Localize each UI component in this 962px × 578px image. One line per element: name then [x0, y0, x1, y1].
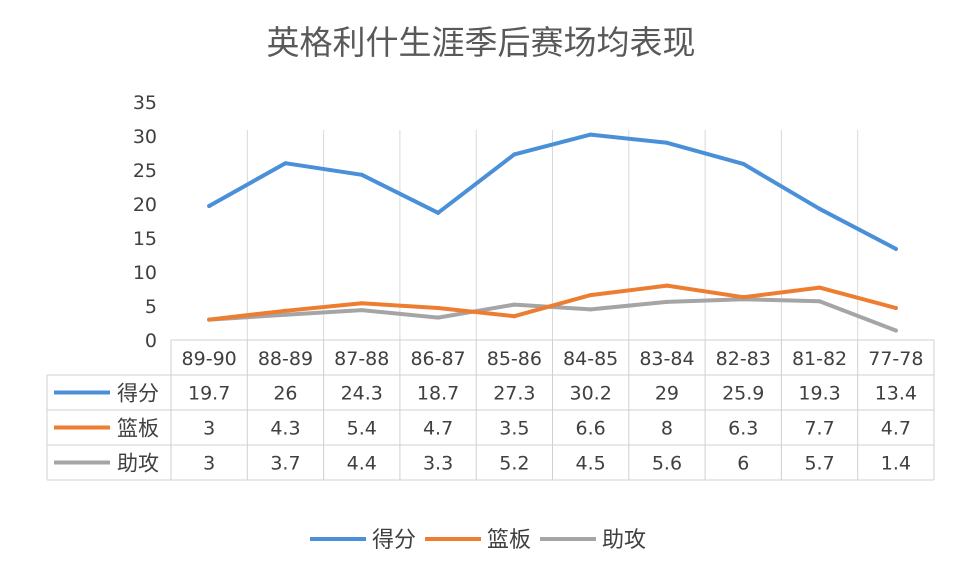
legend-label: 得分: [372, 528, 416, 553]
y-axis: 0 5 10 15 20 25 30 35: [133, 92, 157, 352]
legend: 得分 篮板 助攻: [310, 528, 646, 553]
data-cell: 18.7: [417, 383, 459, 405]
data-point: [588, 293, 593, 298]
data-cell: 6.3: [728, 418, 758, 440]
data-point: [283, 161, 288, 166]
data-cell: 5.2: [499, 453, 529, 475]
chart-title: 英格利什生涯季后赛场均表现: [267, 23, 696, 62]
data-cell: 6.6: [576, 418, 606, 440]
data-cell: 4.3: [270, 418, 300, 440]
row-series-name: 助攻: [117, 452, 159, 476]
row-series-name: 篮板: [117, 417, 159, 441]
data-cell: 26: [273, 383, 297, 405]
series-line-2: [207, 283, 898, 322]
data-cell: 3.3: [423, 453, 453, 475]
data-cell: 3.5: [499, 418, 529, 440]
y-tick-label: 30: [133, 126, 157, 148]
y-tick-label: 10: [133, 262, 157, 284]
y-tick-label: 15: [133, 228, 157, 250]
data-cell: 1.4: [881, 453, 911, 475]
data-cell: 24.3: [341, 383, 383, 405]
data-point: [588, 132, 593, 137]
data-cell: 3: [203, 453, 215, 475]
x-tick-label: 87-88: [334, 348, 389, 370]
y-tick-label: 25: [133, 160, 157, 182]
y-tick-label: 35: [133, 92, 157, 114]
legend-label: 篮板: [487, 528, 531, 553]
data-point: [283, 312, 288, 317]
data-point: [512, 302, 517, 307]
data-point: [588, 307, 593, 312]
data-table: 89-90 88-89 87-88 86-87 85-86 84-85 83-84 82-83…: [46, 339, 935, 481]
gridlines: [246, 130, 859, 340]
data-cell: 19.7: [188, 383, 230, 405]
data-point: [436, 210, 441, 215]
row-series-name: 得分: [117, 382, 159, 406]
data-point: [207, 317, 212, 322]
data-cell: 4.7: [423, 418, 453, 440]
data-point: [512, 152, 517, 157]
x-tick-label: 77-78: [868, 348, 923, 370]
data-point: [512, 314, 517, 319]
data-cell: 7.7: [804, 418, 834, 440]
legend-label: 助攻: [602, 528, 646, 553]
data-point: [359, 301, 364, 306]
data-cell: 19.3: [798, 383, 840, 405]
data-point: [893, 246, 898, 251]
data-point: [893, 306, 898, 311]
x-tick-label: 84-85: [563, 348, 618, 370]
x-tick-label: 88-89: [258, 348, 313, 370]
data-cell: 29: [655, 383, 679, 405]
data-point: [359, 308, 364, 313]
x-tick-label: 85-86: [487, 348, 542, 370]
data-point: [817, 206, 822, 211]
data-cell: 3.7: [270, 453, 300, 475]
data-cell: 25.9: [722, 383, 764, 405]
data-cell: 6: [737, 453, 749, 475]
data-point: [436, 306, 441, 311]
x-tick-label: 83-84: [639, 348, 694, 370]
y-tick-label: 0: [145, 330, 157, 352]
series-lines: [207, 132, 898, 333]
data-cell: 5.4: [347, 418, 377, 440]
data-cell: 5.7: [804, 453, 834, 475]
data-point: [436, 315, 441, 320]
data-point: [664, 283, 669, 288]
data-point: [207, 204, 212, 209]
data-cell: 27.3: [493, 383, 535, 405]
series-line-1: [207, 132, 898, 251]
y-tick-label: 5: [145, 296, 157, 318]
data-point: [664, 140, 669, 145]
data-point: [741, 161, 746, 166]
data-point: [359, 172, 364, 177]
data-cell: 8: [661, 418, 673, 440]
data-point: [664, 299, 669, 304]
x-tick-label: 82-83: [716, 348, 771, 370]
data-cell: 5.6: [652, 453, 682, 475]
x-tick-label: 86-87: [410, 348, 465, 370]
x-tick-label: 89-90: [182, 348, 237, 370]
x-tick-label: 81-82: [792, 348, 847, 370]
data-point: [283, 308, 288, 313]
y-tick-label: 20: [133, 194, 157, 216]
data-cell: 30.2: [569, 383, 611, 405]
data-point: [817, 299, 822, 304]
data-cell: 4.7: [881, 418, 911, 440]
data-point: [741, 295, 746, 300]
data-point: [893, 328, 898, 333]
data-point: [817, 285, 822, 290]
data-cell: 3: [203, 418, 215, 440]
data-cell: 4.5: [576, 453, 606, 475]
data-cell: 4.4: [347, 453, 377, 475]
data-cell: 13.4: [875, 383, 917, 405]
